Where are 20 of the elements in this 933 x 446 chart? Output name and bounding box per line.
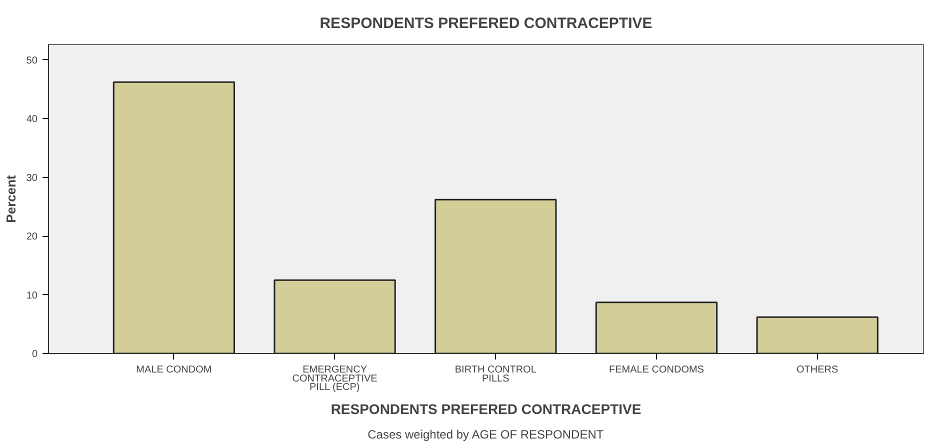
x-tick-label: OTHERS <box>796 364 839 376</box>
y-axis-title: Percent <box>3 174 18 223</box>
y-tick-label: 40 <box>26 114 38 126</box>
bar <box>756 316 878 354</box>
x-tick-label: EMERGENCY CONTRACEPTIVE PILL (ECP) <box>292 364 378 394</box>
x-tick-label: BIRTH CONTROL PILLS <box>454 364 537 384</box>
y-tick-label: 10 <box>26 290 38 302</box>
y-tick-label: 0 <box>32 349 38 360</box>
x-tick-label: FEMALE CONDOMS <box>608 364 704 376</box>
y-tick-label: 20 <box>26 232 38 243</box>
bar <box>595 302 718 354</box>
bar <box>274 279 396 354</box>
y-tick-label: 30 <box>26 172 38 184</box>
y-tick-label: 50 <box>26 55 38 66</box>
x-tick-label: MALE CONDOM <box>136 364 212 376</box>
bar <box>434 198 557 354</box>
bar <box>112 81 236 354</box>
chart-title: RESPONDENTS PREFERED CONTRACEPTIVE <box>320 15 652 32</box>
x-axis-title: RESPONDENTS PREFERED CONTRACEPTIVE <box>330 401 642 418</box>
text: Cases weighted by AGE OF RESPONDENT <box>368 428 604 442</box>
